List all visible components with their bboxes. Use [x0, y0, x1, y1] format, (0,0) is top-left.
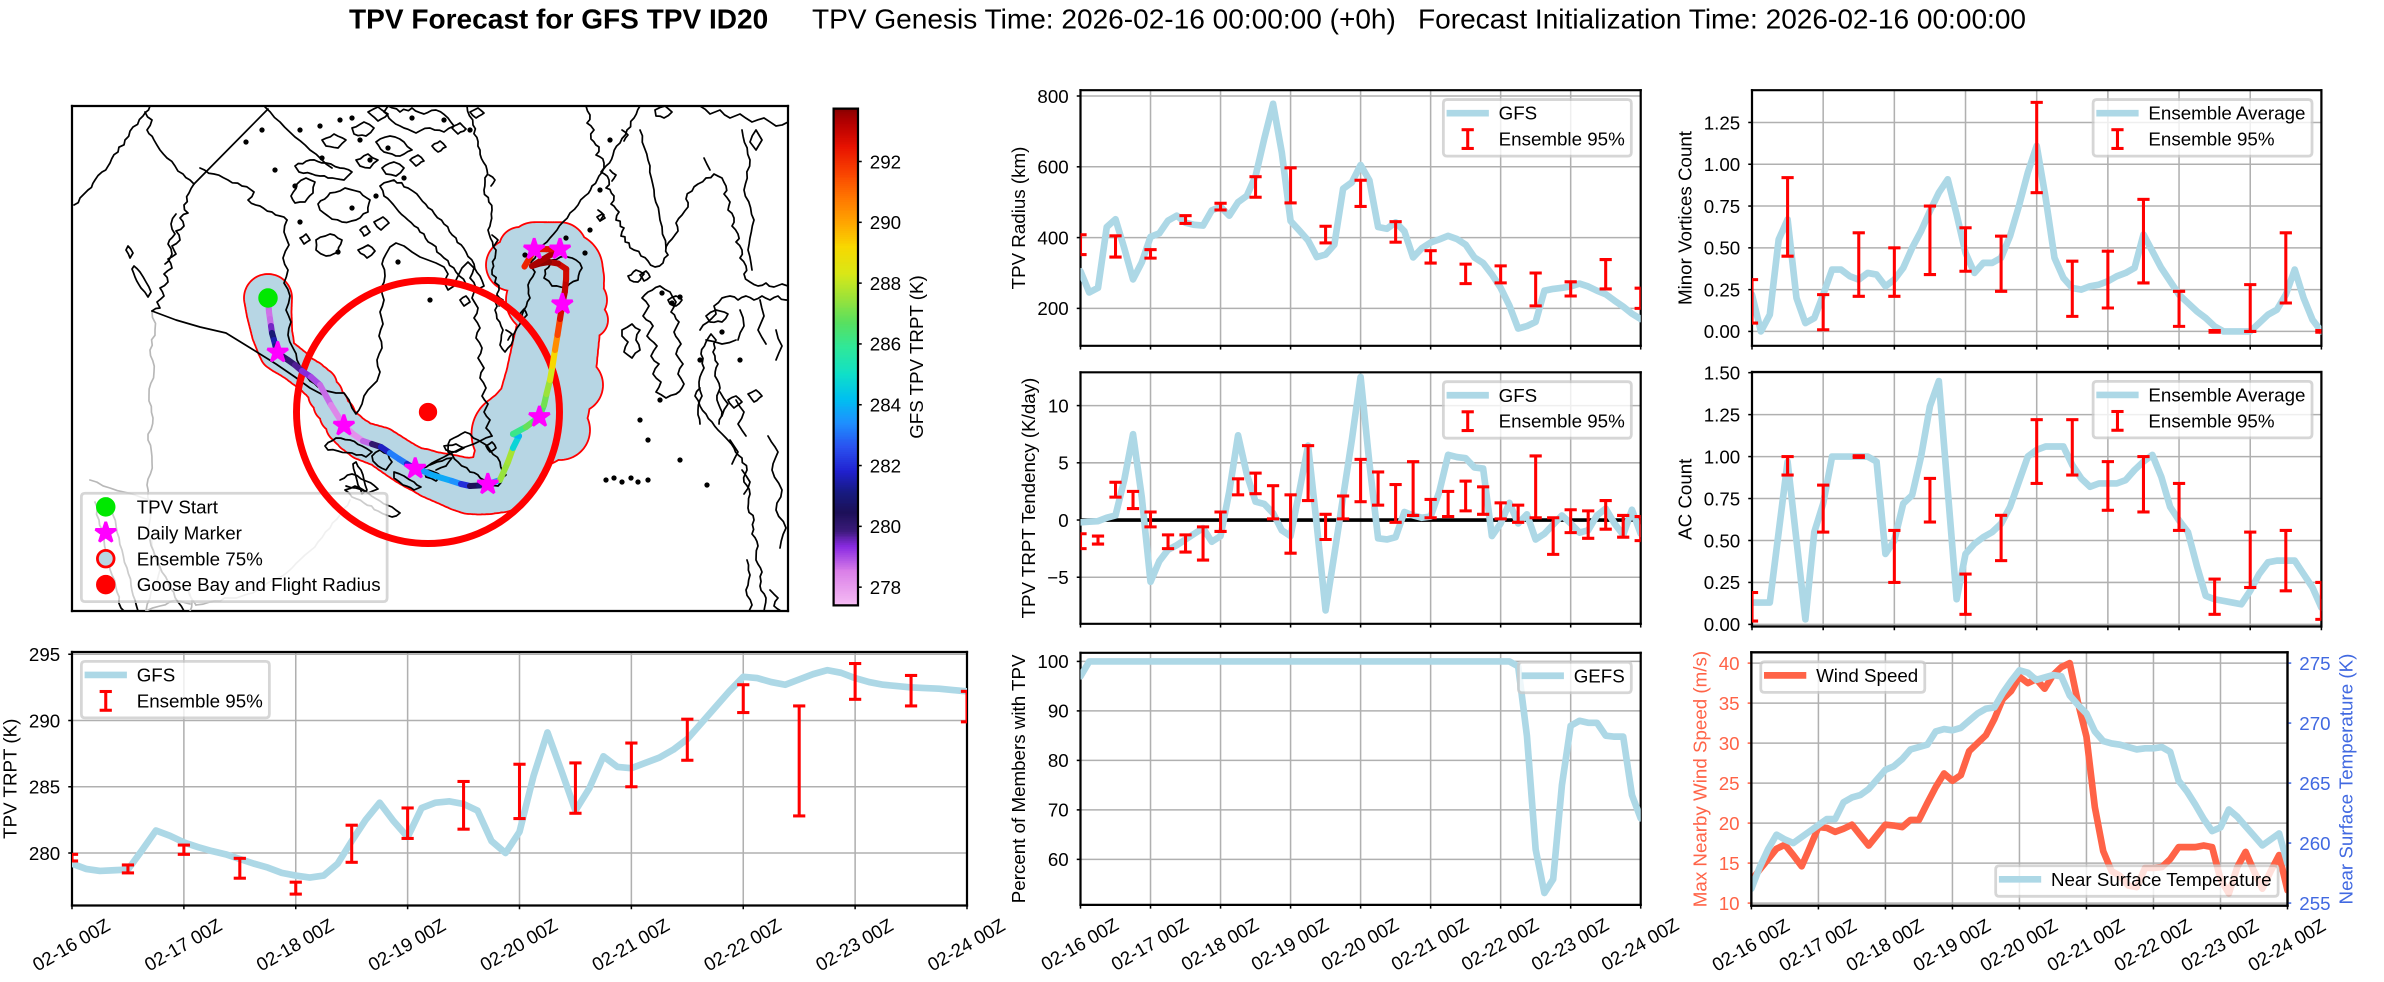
- svg-text:Ensemble 95%: Ensemble 95%: [2148, 410, 2274, 431]
- svg-text:70: 70: [1048, 800, 1069, 821]
- svg-text:40: 40: [1719, 653, 1740, 674]
- svg-text:282: 282: [870, 455, 901, 476]
- svg-text:25: 25: [1719, 773, 1740, 794]
- svg-text:292: 292: [870, 151, 901, 172]
- svg-text:Ensemble Average: Ensemble Average: [2148, 385, 2305, 406]
- svg-text:0.50: 0.50: [1704, 238, 1741, 259]
- svg-text:270: 270: [2299, 713, 2330, 734]
- svg-text:275: 275: [2299, 653, 2330, 674]
- svg-text:5: 5: [1058, 453, 1068, 474]
- svg-text:GFS: GFS: [1499, 385, 1538, 406]
- svg-text:260: 260: [2299, 833, 2330, 854]
- svg-text:GFS: GFS: [1499, 103, 1538, 124]
- svg-text:10: 10: [1719, 893, 1740, 914]
- svg-text:20: 20: [1719, 813, 1740, 834]
- svg-text:280: 280: [870, 516, 901, 537]
- svg-text:1.50: 1.50: [1704, 362, 1741, 383]
- svg-text:AC Count: AC Count: [1674, 458, 1695, 540]
- svg-text:0.50: 0.50: [1704, 530, 1741, 551]
- svg-text:0.00: 0.00: [1704, 614, 1741, 635]
- svg-text:278: 278: [870, 577, 901, 598]
- svg-text:Forecast Initialization Time:: Forecast Initialization Time: 2026-02-16…: [1418, 3, 2026, 34]
- svg-text:Near Surface Temperature: Near Surface Temperature: [2051, 869, 2272, 890]
- svg-text:400: 400: [1037, 227, 1068, 248]
- svg-text:0.25: 0.25: [1704, 572, 1741, 593]
- svg-text:Ensemble 95%: Ensemble 95%: [1499, 129, 1625, 150]
- svg-text:Ensemble Average: Ensemble Average: [2148, 103, 2305, 124]
- svg-text:100: 100: [1037, 651, 1068, 672]
- svg-text:280: 280: [29, 843, 60, 864]
- svg-text:Ensemble 75%: Ensemble 75%: [137, 548, 263, 569]
- svg-text:Ensemble 95%: Ensemble 95%: [137, 690, 263, 711]
- svg-text:0.00: 0.00: [1704, 321, 1741, 342]
- svg-text:Ensemble 95%: Ensemble 95%: [1499, 411, 1625, 432]
- svg-text:0: 0: [1058, 510, 1068, 531]
- svg-text:15: 15: [1719, 853, 1740, 874]
- svg-text:Max Nearby Wind Speed (m/s): Max Nearby Wind Speed (m/s): [1690, 651, 1711, 907]
- svg-text:Wind Speed: Wind Speed: [1816, 665, 1918, 686]
- svg-text:Minor Vortices Count: Minor Vortices Count: [1674, 130, 1695, 305]
- svg-text:0.75: 0.75: [1704, 488, 1741, 509]
- svg-text:10: 10: [1048, 395, 1069, 416]
- svg-text:GFS: GFS: [137, 665, 176, 686]
- svg-text:30: 30: [1719, 733, 1740, 754]
- svg-text:60: 60: [1048, 849, 1069, 870]
- svg-text:600: 600: [1037, 157, 1068, 178]
- svg-text:Near Surface Temperature (K): Near Surface Temperature (K): [2336, 654, 2357, 905]
- svg-text:90: 90: [1048, 701, 1069, 722]
- svg-text:GEFS: GEFS: [1574, 665, 1625, 686]
- svg-text:285: 285: [29, 777, 60, 798]
- svg-text:255: 255: [2299, 893, 2330, 914]
- svg-text:Ensemble 95%: Ensemble 95%: [2148, 129, 2274, 150]
- svg-text:TPV Genesis Time: 2026-02-16 0: TPV Genesis Time: 2026-02-16 00:00:00 (+…: [812, 3, 1396, 34]
- svg-text:0.75: 0.75: [1704, 196, 1741, 217]
- svg-text:295: 295: [29, 644, 60, 665]
- svg-text:200: 200: [1037, 298, 1068, 319]
- svg-text:80: 80: [1048, 750, 1069, 771]
- svg-text:290: 290: [870, 212, 901, 233]
- svg-text:−5: −5: [1047, 567, 1068, 588]
- svg-text:1.00: 1.00: [1704, 154, 1741, 175]
- svg-text:0.25: 0.25: [1704, 279, 1741, 300]
- svg-text:TPV Radius (km): TPV Radius (km): [1008, 147, 1029, 290]
- svg-text:1.00: 1.00: [1704, 446, 1741, 467]
- svg-text:Goose Bay and Flight Radius: Goose Bay and Flight Radius: [137, 574, 381, 595]
- svg-text:TPV TRPT (K): TPV TRPT (K): [0, 719, 21, 839]
- svg-text:TPV Forecast for GFS TPV ID20: TPV Forecast for GFS TPV ID20: [349, 3, 768, 34]
- svg-text:GFS TPV TRPT (K): GFS TPV TRPT (K): [906, 275, 927, 439]
- svg-text:Daily Marker: Daily Marker: [137, 522, 242, 543]
- svg-text:TPV Start: TPV Start: [137, 496, 219, 517]
- svg-text:284: 284: [870, 395, 901, 416]
- svg-text:800: 800: [1037, 86, 1068, 107]
- svg-text:288: 288: [870, 273, 901, 294]
- svg-text:35: 35: [1719, 693, 1740, 714]
- svg-text:Percent of Members with TPV: Percent of Members with TPV: [1008, 654, 1029, 903]
- svg-text:286: 286: [870, 334, 901, 355]
- svg-text:290: 290: [29, 710, 60, 731]
- svg-text:1.25: 1.25: [1704, 404, 1741, 425]
- svg-text:265: 265: [2299, 773, 2330, 794]
- svg-text:TPV TRPT Tendency (K/day): TPV TRPT Tendency (K/day): [1018, 378, 1039, 619]
- svg-text:1.25: 1.25: [1704, 112, 1741, 133]
